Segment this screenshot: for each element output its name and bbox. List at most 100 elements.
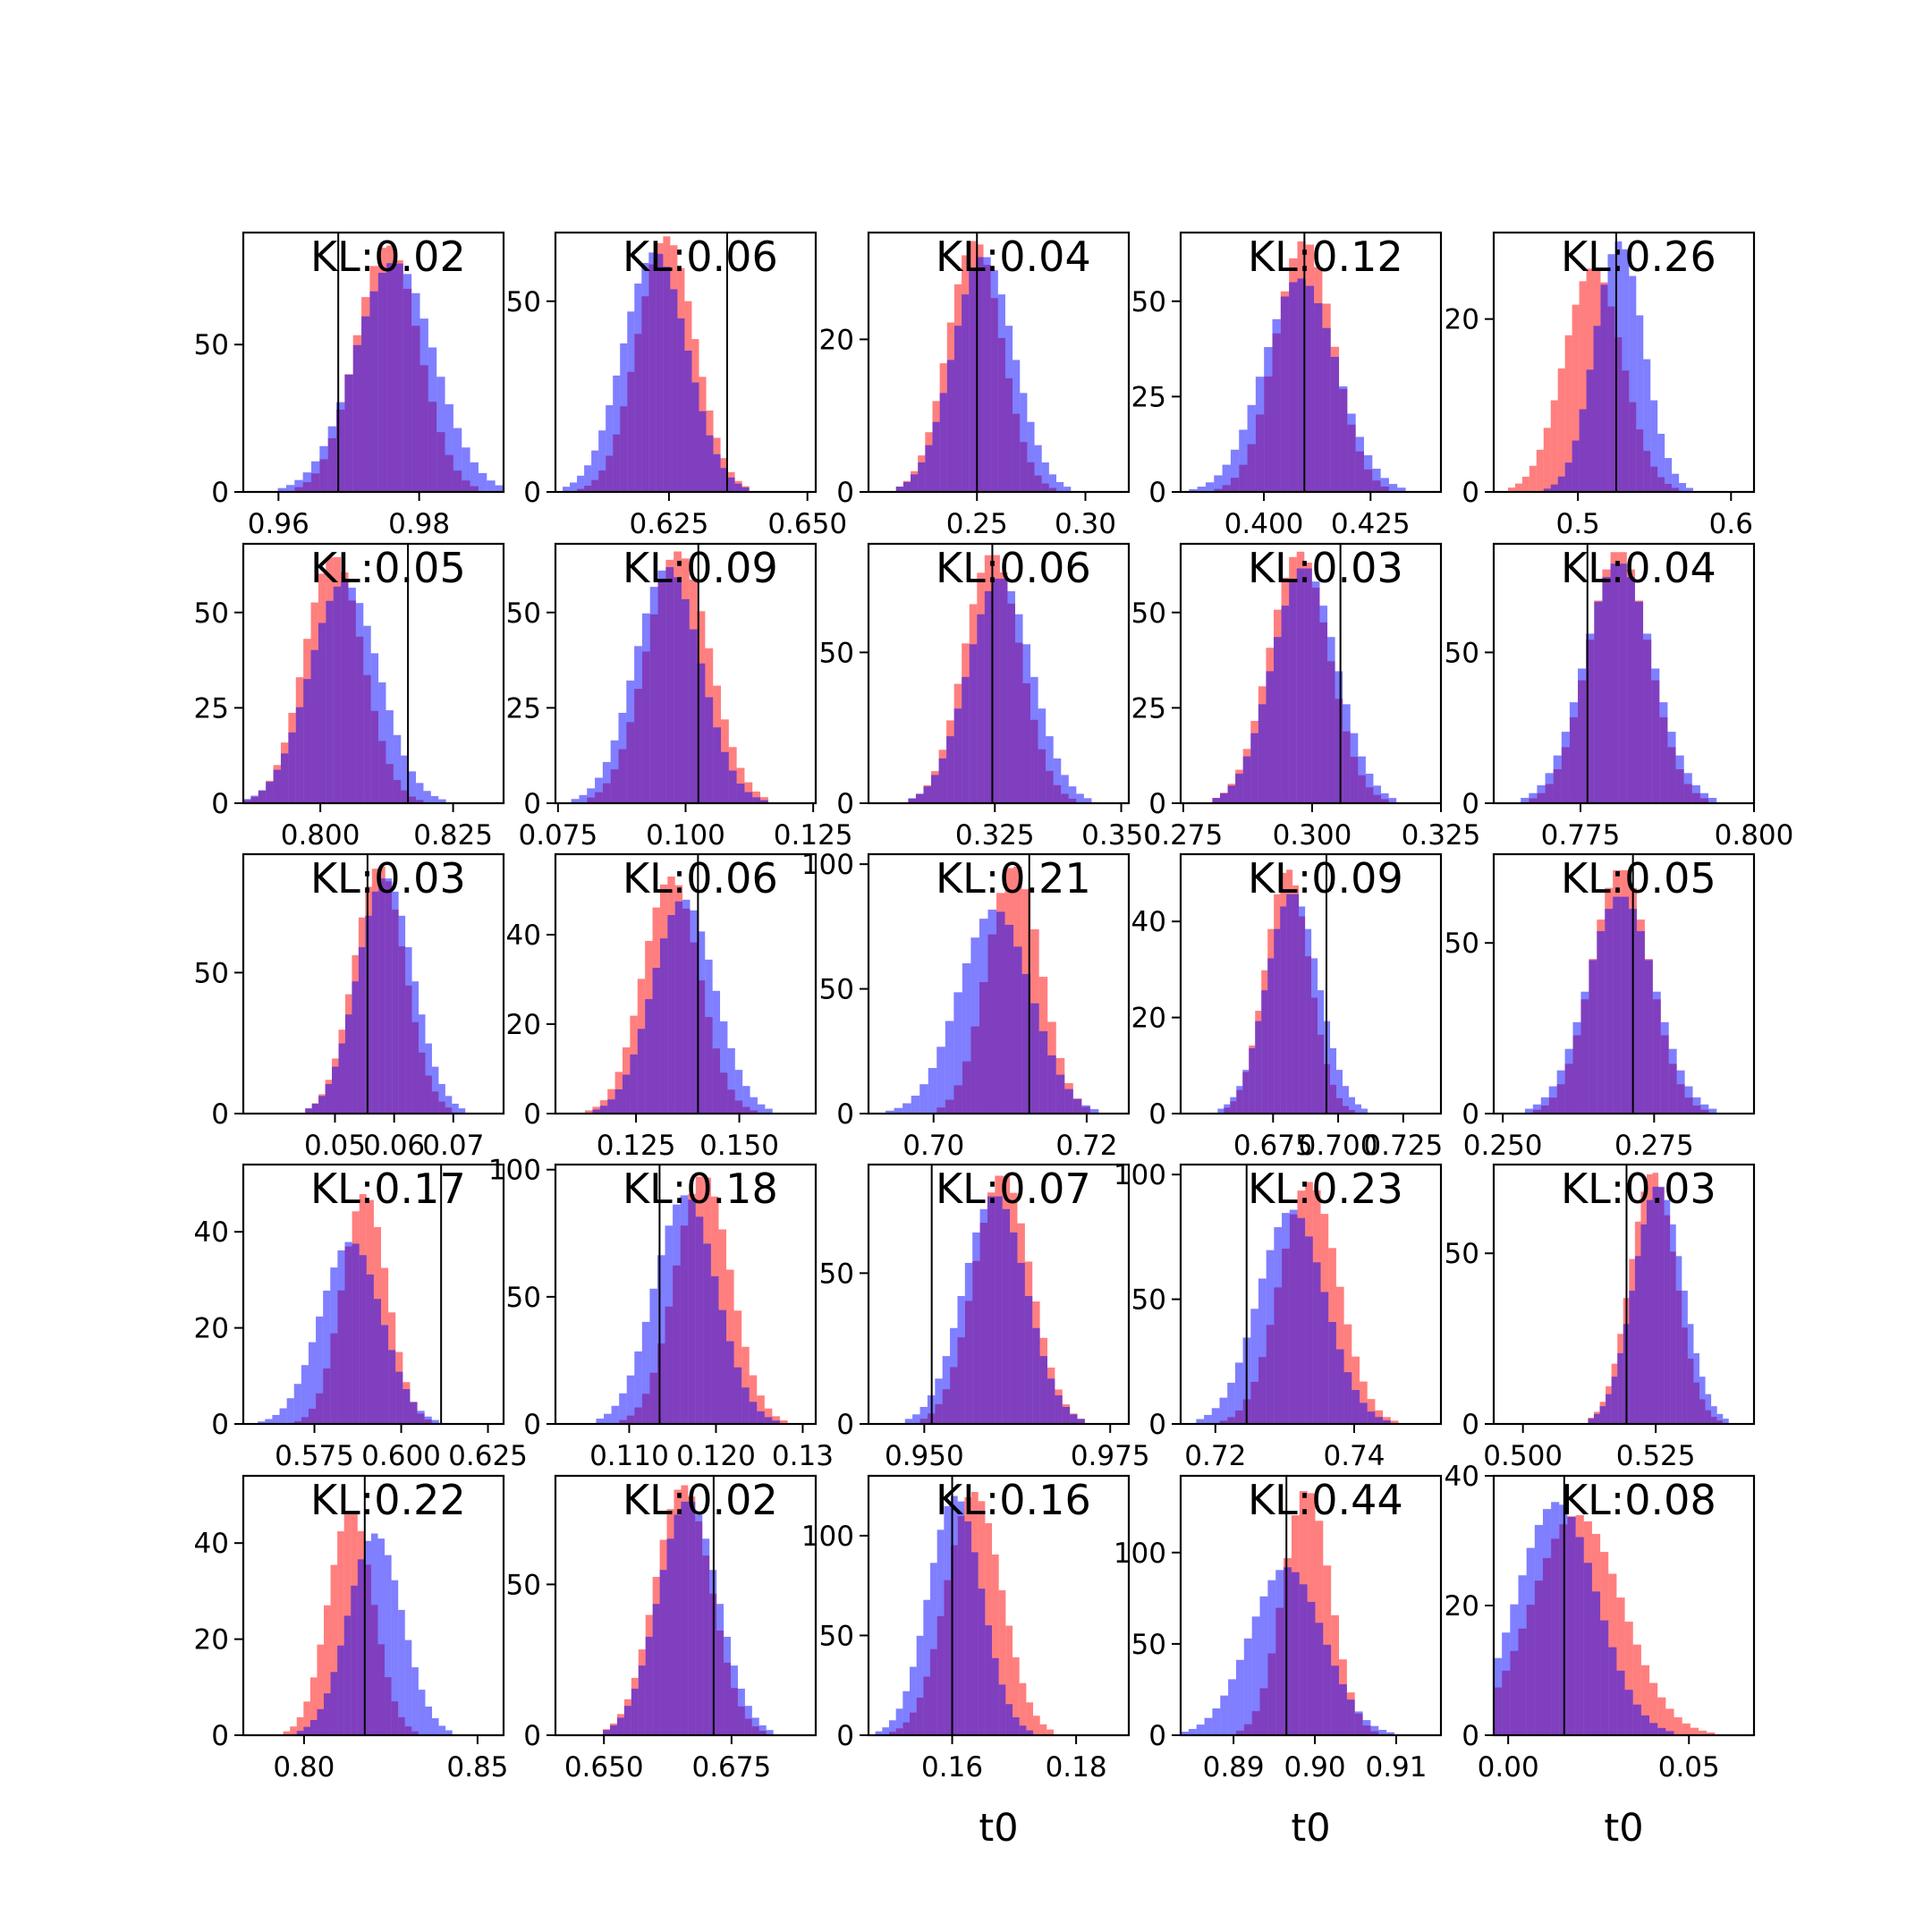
histogram-bar-blue (1024, 1295, 1033, 1424)
histogram-bar-blue (726, 1341, 734, 1424)
histogram-bar-blue (904, 1419, 913, 1424)
histogram-bar-blue (972, 1232, 980, 1424)
histogram-bar-blue (1239, 429, 1248, 492)
panel-1: 0.96 0.98 0 50 KL:0.02 (194, 231, 505, 540)
histogram-bar-blue (652, 1604, 660, 1735)
histogram-bar-blue (1532, 1104, 1541, 1114)
histogram-bar-blue (1692, 1097, 1701, 1114)
histogram-bar-blue (938, 758, 947, 803)
histogram-bar-blue (293, 1384, 301, 1424)
y-tick-label: 0 (1148, 1098, 1166, 1131)
histogram-bar-blue (577, 475, 585, 492)
kl-annotation: KL:0.16 (936, 1476, 1091, 1524)
panel-12: 0.125 0.150 0 20 40 KL:0.06 (506, 852, 818, 1162)
x-tick-label: 0.72 (1184, 1440, 1246, 1472)
histogram-bar-blue (1323, 1644, 1332, 1735)
histogram-bar-blue (1679, 483, 1687, 492)
histogram-bar-blue (1372, 469, 1381, 492)
histogram-bar-blue (377, 273, 387, 492)
histogram-bar-blue (402, 1389, 411, 1424)
histogram-bar-blue (1048, 474, 1057, 492)
panel-13: 0.70 0.72 0 50 100 KL:0.21 (801, 849, 1131, 1162)
histogram-bar-blue (1330, 356, 1340, 492)
histogram-bar-blue (1591, 1591, 1601, 1735)
histogram-bar-blue (1189, 488, 1198, 492)
histogram-bar-blue (992, 578, 1000, 803)
histogram-bar-blue (1061, 775, 1069, 803)
y-tick-label: 0 (1148, 788, 1166, 820)
histogram-bar-blue (1197, 487, 1206, 492)
y-tick-label: 25 (1131, 381, 1166, 413)
histogram-bar-blue (579, 794, 588, 803)
x-tick-label: 0.250 (1463, 1130, 1543, 1162)
x-tick-label: 0.775 (1541, 819, 1621, 852)
histogram-bar-red (1039, 1724, 1047, 1735)
histogram-bar-blue (1716, 1413, 1724, 1424)
x-tick-label: 0.16 (921, 1751, 983, 1784)
histogram-bar-blue (359, 1255, 367, 1424)
histogram-bar-blue (445, 1730, 453, 1735)
histogram-bar-blue (1564, 1048, 1573, 1114)
histogram-bar-blue (1705, 1394, 1712, 1424)
histogram-bar-red (1507, 487, 1515, 492)
x-tick-label: 0.575 (275, 1440, 354, 1472)
histogram-bar-blue (1640, 1224, 1647, 1424)
histogram-bar-blue (445, 1096, 453, 1114)
histogram-bar-blue (1039, 1356, 1048, 1424)
histogram-bar-blue (1264, 347, 1273, 492)
histogram-bar-blue (1322, 327, 1331, 492)
x-tick-label: 0.800 (1715, 819, 1794, 852)
histogram-bar-blue (1350, 733, 1359, 803)
y-tick-label: 100 (801, 849, 854, 881)
histogram-bar-blue (663, 267, 671, 492)
histogram-bar-blue (953, 708, 962, 803)
axes-frame (867, 1163, 1131, 1426)
histogram-bar-blue (936, 1530, 945, 1735)
histogram-bar-blue (1292, 894, 1300, 1114)
y-tick-label: 50 (1445, 1238, 1479, 1270)
histogram-bar-red (1640, 1665, 1650, 1735)
histogram-bar-blue (1691, 784, 1700, 803)
histogram-bar-blue (889, 1720, 896, 1735)
histogram-bar-blue (348, 588, 356, 803)
histogram-bar-blue (620, 343, 628, 492)
y-tick-label: 20 (1131, 1003, 1166, 1035)
histogram-bar-blue (1380, 478, 1389, 492)
histogram-bar-blue (1723, 1419, 1729, 1424)
histogram-bar-blue (1070, 1414, 1078, 1424)
histogram-bar-blue (419, 318, 428, 492)
histogram-bar-blue (912, 1414, 920, 1424)
histogram-bar-blue (1348, 1097, 1355, 1114)
histogram-bar-blue (343, 1615, 352, 1735)
histogram-bar-blue (1683, 773, 1692, 803)
histogram-bar-blue (301, 1365, 309, 1424)
histogram-bar-blue (395, 1371, 403, 1424)
histogram-bar-blue (1510, 1604, 1519, 1735)
histogram-bar-red (1616, 1597, 1625, 1735)
kl-annotation: KL:0.44 (1248, 1476, 1403, 1524)
histogram-bar-blue (302, 472, 311, 492)
histogram-bar-blue (1339, 1684, 1347, 1735)
histogram-bar-blue (902, 1103, 911, 1114)
histogram-bar-blue (295, 707, 304, 803)
histogram-bar-blue (1072, 1098, 1082, 1114)
histogram-bar-blue (1388, 798, 1397, 803)
panel-8: 0.325 0.350 0 50 KL:0.06 (819, 542, 1161, 852)
y-tick-label: 25 (1131, 692, 1166, 724)
histogram-bar-blue (695, 1216, 704, 1424)
y-tick-label: 0 (523, 1409, 541, 1441)
histogram-bar-blue (677, 318, 685, 492)
histogram-bar-red (733, 1310, 742, 1424)
histogram-bar-blue (1526, 1547, 1535, 1735)
x-tick-label: 0.18 (1046, 1751, 1107, 1784)
kl-annotation: KL:0.17 (310, 1165, 466, 1213)
histogram-bar-blue (757, 1411, 765, 1424)
histogram-bar-blue (1212, 798, 1220, 803)
histogram-bar-blue (1649, 1723, 1658, 1735)
histogram-bar-blue (649, 1288, 657, 1424)
histogram-bar-red (772, 1416, 780, 1424)
kl-annotation: KL:0.03 (1248, 544, 1403, 592)
histogram-bar-blue (1542, 1509, 1552, 1735)
